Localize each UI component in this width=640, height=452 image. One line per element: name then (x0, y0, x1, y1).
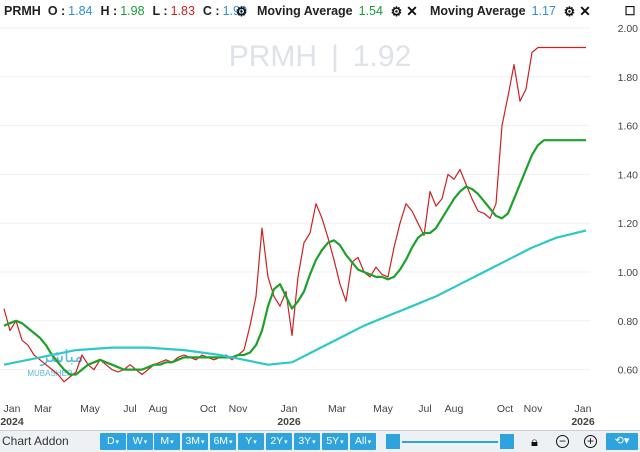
x-tick-year: 2026 (571, 416, 595, 428)
zoom-out-icon[interactable]: − (556, 435, 569, 448)
symbol-label: PRMH (4, 4, 41, 18)
grid-lines (0, 27, 590, 371)
x-tick-label: Nov (229, 403, 248, 415)
range-button-all[interactable]: All▾ (350, 433, 376, 450)
maximize-icon[interactable]: ☐ (624, 4, 636, 18)
close-value: 1.90 (222, 4, 247, 18)
svg-text:MUBASHER: MUBASHER (27, 369, 73, 378)
refresh-icon: ⟲▾ (614, 435, 630, 447)
y-tick-label: 1.00 (618, 267, 639, 279)
y-axis: 2.00 1.80 1.60 1.40 1.20 1.00 0.80 0.60 (618, 23, 639, 377)
y-tick-label: 1.80 (618, 72, 639, 84)
range-button-3m[interactable]: 3M▾ (182, 433, 208, 450)
x-tick-label: Jul (123, 403, 136, 415)
price-chart[interactable]: PRMH | 1.92 مباشر MUBASHER 2.00 1.80 1.60 1.4… (0, 23, 640, 430)
high-value: 1.98 (120, 4, 145, 18)
range-button-5y[interactable]: 5Y▾ (322, 433, 348, 450)
x-tick-label: May (373, 403, 394, 415)
x-tick-label: May (80, 403, 101, 415)
y-tick-label: 1.20 (618, 218, 639, 230)
close-label: C : (202, 4, 220, 18)
y-tick-label: 1.60 (618, 121, 639, 133)
zoom-in-icon[interactable]: + (584, 435, 597, 448)
x-tick-label: Jan (4, 403, 21, 415)
open-label: O : (47, 4, 66, 18)
watermark-title: PRMH | 1.92 (229, 40, 412, 73)
range-button-2y[interactable]: 2Y▾ (266, 433, 292, 450)
range-scroller[interactable] (386, 434, 514, 449)
ma_short-line (3, 139, 586, 376)
x-tick-label: Mar (328, 403, 347, 415)
close-icon[interactable]: ✕ (406, 2, 418, 19)
scroller-right-handle[interactable] (500, 434, 514, 449)
x-tick-label: Mar (34, 403, 53, 415)
low-label: L : (152, 4, 168, 18)
reset-button[interactable]: ⟲▾ (606, 433, 638, 450)
low-value: 1.83 (170, 4, 195, 18)
ma-short-label: Moving Average (257, 4, 353, 18)
high-label: H : (100, 4, 118, 18)
close-icon[interactable]: ✕ (579, 2, 591, 19)
chart-addon-label[interactable]: Chart Addon (2, 434, 69, 448)
chart-legend: PRMH O : 1.84 H : 1.98 L : 1.83 C : 1.90… (0, 0, 640, 24)
ma-short-value: 1.54 (358, 4, 383, 18)
y-tick-label: 1.40 (618, 169, 639, 181)
y-tick-label: 2.00 (618, 24, 639, 35)
gear-icon[interactable]: ⚙ (563, 3, 576, 19)
range-button-w[interactable]: W▾ (127, 433, 153, 450)
range-button-3y[interactable]: 3Y▾ (294, 433, 320, 450)
range-button-6m[interactable]: 6M▾ (210, 433, 236, 450)
gear-icon[interactable]: ⚙ (235, 3, 248, 19)
ma_long-line (3, 229, 587, 366)
x-tick-year: 2024 (0, 416, 24, 428)
range-button-m[interactable]: M▾ (154, 433, 180, 450)
chart-toolbar: Chart Addon D▾ W▾ M▾ 3M▾ 6M▾ Y▾ 2Y▾ 3Y▾ 5Y▾ All▾ … (0, 430, 640, 452)
x-tick-label: Oct (200, 403, 216, 415)
x-tick-label: Jan (575, 403, 592, 415)
ma-long-legend: Moving Average 1.17 ⚙ ✕ (430, 2, 591, 19)
range-button-y[interactable]: Y▾ (238, 433, 264, 450)
open-value: 1.84 (68, 4, 93, 18)
ma-long-label: Moving Average (430, 4, 526, 18)
ohlc-readout: PRMH O : 1.84 H : 1.98 L : 1.83 C : 1.90 (4, 4, 247, 18)
x-tick-label: Aug (149, 403, 168, 415)
x-tick-label: Jan (281, 403, 298, 415)
gear-icon[interactable]: ⚙ (390, 3, 403, 19)
x-tick-label: Aug (445, 403, 464, 415)
range-button-d[interactable]: D▾ (100, 433, 126, 450)
y-tick-label: 0.80 (618, 316, 639, 328)
price-line (3, 46, 586, 383)
x-tick-label: Jul (418, 403, 431, 415)
ma-long-value: 1.17 (531, 4, 556, 18)
scroller-track[interactable] (402, 441, 498, 443)
scroller-left-handle[interactable] (386, 434, 400, 449)
x-tick-label: Oct (497, 403, 513, 415)
y-tick-label: 0.60 (618, 365, 639, 377)
x-tick-year: 2026 (277, 416, 301, 428)
lock-icon[interactable]: 🔒︎ (531, 434, 538, 449)
ma-short-legend: ⚙ Moving Average 1.54 ⚙ ✕ (235, 2, 418, 19)
x-tick-label: Nov (524, 403, 543, 415)
